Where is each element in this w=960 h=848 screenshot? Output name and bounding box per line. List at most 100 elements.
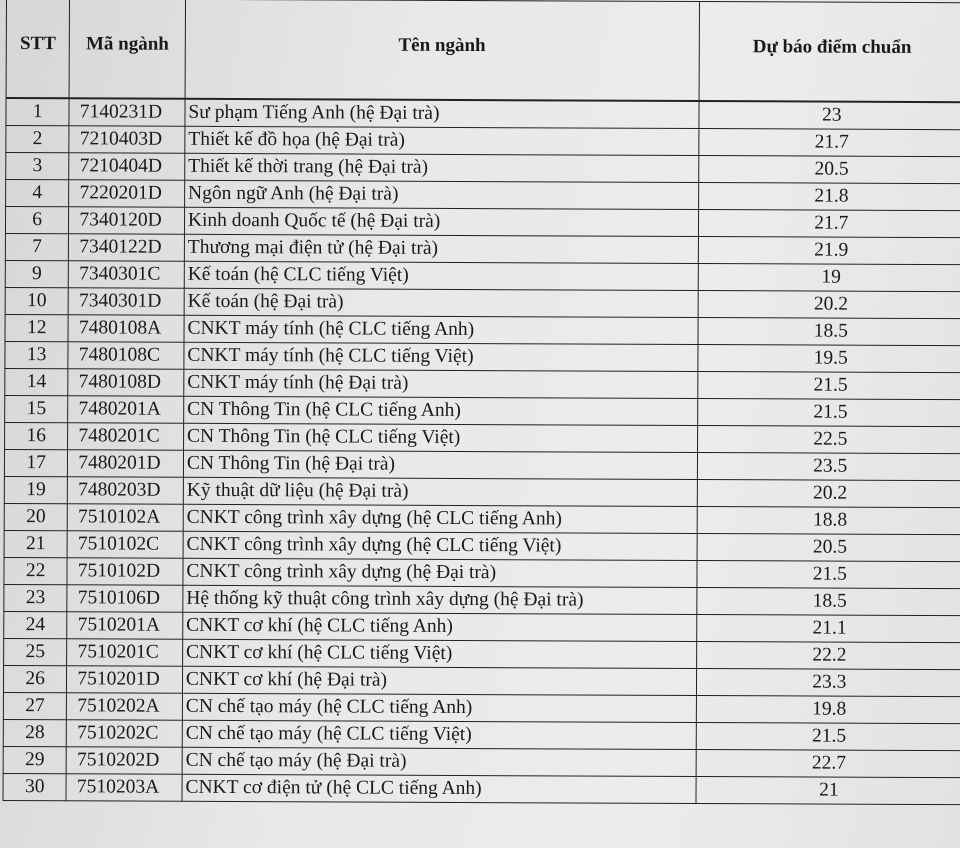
cell-name: CNKT cơ điện tử (hệ CLC tiếng Anh): [181, 774, 696, 804]
table-row: 15 7480201A CN Thông Tin (hệ CLC tiếng Anh…: [4, 395, 960, 427]
cell-code: 7510201A: [67, 611, 183, 640]
cell-score: 20.5: [696, 533, 960, 562]
cell-name: CN Thông Tin (hệ Đại trà): [183, 450, 698, 480]
cell-name: CNKT cơ khí (hệ CLC tiếng Anh): [182, 612, 697, 642]
cell-name: CNKT cơ khí (hệ CLC tiếng Việt): [182, 639, 697, 669]
cell-score: 19: [697, 263, 960, 292]
cell-code: 7510106D: [67, 584, 183, 613]
cell-stt: 15: [4, 395, 69, 423]
table-row: 19 7480203D Kỹ thuật dữ liệu (hệ Đại trà) 2…: [4, 476, 960, 508]
cell-score: 18.8: [696, 506, 960, 535]
table-row: 7 7340122D Thương mại điện tử (hệ Đại trà)…: [5, 233, 960, 265]
cell-code: 7510202C: [66, 719, 183, 748]
cell-score: 21.5: [697, 371, 960, 400]
cell-name: CNKT công trình xây dựng (hệ CLC tiếng V…: [182, 531, 697, 561]
cell-name: Kế toán (hệ Đại trà): [184, 288, 698, 318]
table-row: 16 7480201C CN Thông Tin (hệ CLC tiếng Việ…: [4, 422, 960, 454]
cell-name: CN Thông Tin (hệ CLC tiếng Anh): [183, 396, 698, 426]
cell-code: 7220201D: [68, 179, 185, 208]
cell-stt: 27: [3, 692, 67, 720]
cell-stt: 23: [3, 584, 68, 612]
table-row: 30 7510203A CNKT cơ điện tử (hệ CLC tiếng …: [2, 773, 960, 805]
table-header-row: STT Mã ngành Tên ngành Dự báo điểm chuẩn: [6, 0, 960, 103]
table-row: 3 7210404D Thiết kế thời trang (hệ Đại trà…: [5, 152, 960, 184]
cell-name: Kỹ thuật dữ liệu (hệ Đại trà): [183, 477, 697, 507]
header-score: Dự báo điểm chuẩn: [698, 1, 960, 103]
cell-name: CNKT máy tính (hệ CLC tiếng Anh): [183, 315, 698, 345]
cell-stt: 25: [3, 638, 68, 666]
table-row: 29 7510202D CN chế tạo máy (hệ Đại trà) 22.…: [3, 746, 960, 778]
cell-score: 19.5: [697, 344, 960, 373]
cell-score: 23.5: [696, 452, 960, 481]
header-name: Tên ngành: [184, 0, 700, 102]
cell-code: 7510102C: [67, 530, 184, 559]
cell-name: CN chế tạo máy (hệ CLC tiếng Anh): [182, 693, 697, 723]
cell-score: 20.5: [698, 155, 960, 184]
cell-name: Thiết kế thời trang (hệ Đại trà): [184, 153, 699, 183]
cell-code: 7510201C: [66, 638, 183, 667]
cell-code: 7480108C: [68, 341, 184, 370]
cell-score: 22.5: [697, 425, 960, 454]
table-row: 9 7340301C Kế toán (hệ CLC tiếng Việt) 19: [5, 260, 960, 292]
cell-name: CNKT máy tính (hệ CLC tiếng Việt): [183, 342, 698, 372]
cell-stt: 2: [5, 125, 70, 153]
cell-score: 21.1: [696, 614, 960, 643]
cell-score: 21.9: [697, 236, 960, 265]
cell-name: Hệ thống kỹ thuật công trình xây dựng (h…: [182, 585, 697, 615]
benchmark-score-table: STT Mã ngành Tên ngành Dự báo điểm chuẩn…: [2, 0, 960, 805]
table-row: 24 7510201A CNKT cơ khí (hệ CLC tiếng Anh)…: [3, 611, 960, 643]
cell-stt: 7: [5, 233, 69, 261]
cell-code: 7510202D: [66, 746, 183, 775]
cell-code: 7480108D: [68, 368, 184, 397]
cell-code: 7340122D: [68, 233, 185, 262]
cell-stt: 17: [4, 449, 68, 477]
cell-name: Thương mại điện tử (hệ Đại trà): [184, 234, 699, 264]
table-row: 14 7480108D CNKT máy tính (hệ Đại trà) 21.5: [4, 368, 960, 400]
cell-score: 22.7: [695, 749, 960, 778]
cell-score: 18.5: [697, 317, 960, 346]
header-code: Mã ngành: [69, 0, 186, 99]
cell-stt: 4: [5, 179, 70, 207]
cell-score: 21.5: [695, 722, 960, 751]
cell-stt: 19: [4, 476, 68, 504]
cell-name: CN chế tạo máy (hệ CLC tiếng Việt): [182, 720, 696, 750]
cell-code: 7510102A: [67, 503, 184, 532]
cell-stt: 30: [2, 773, 67, 801]
table-row: 12 7480108A CNKT máy tính (hệ CLC tiếng An…: [5, 314, 960, 346]
cell-stt: 26: [3, 665, 67, 693]
cell-name: Thiết kế đồ họa (hệ Đại trà): [184, 126, 699, 156]
cell-score: 20.2: [697, 290, 960, 319]
table-row: 26 7510201D CNKT cơ khí (hệ Đại trà) 23.3: [3, 665, 960, 697]
cell-stt: 6: [5, 206, 69, 234]
cell-stt: 1: [5, 98, 70, 126]
cell-code: 7340301D: [68, 287, 185, 316]
cell-name: CN chế tạo máy (hệ Đại trà): [182, 747, 696, 777]
cell-name: CN Thông Tin (hệ CLC tiếng Việt): [183, 423, 698, 453]
cell-stt: 28: [3, 719, 67, 747]
cell-stt: 22: [3, 557, 68, 585]
cell-code: 7480201A: [67, 395, 184, 424]
table-row: 6 7340120D Kinh doanh Quốc tế (hệ Đại trà)…: [5, 206, 960, 238]
table-body: 1 7140231D Sư phạm Tiếng Anh (hệ Đại trà) 2…: [2, 98, 960, 805]
table-row: 27 7510202A CN chế tạo máy (hệ CLC tiếng A…: [3, 692, 960, 724]
cell-score: 21.7: [698, 128, 960, 157]
cell-stt: 29: [3, 746, 67, 774]
cell-code: 7510203A: [66, 773, 183, 802]
cell-stt: 16: [4, 422, 68, 450]
cell-code: 7510201D: [66, 665, 183, 694]
cell-score: 22.2: [696, 641, 960, 670]
cell-code: 7210404D: [69, 152, 185, 181]
header-stt: STT: [6, 0, 70, 99]
cell-name: CNKT công trình xây dựng (hệ CLC tiếng A…: [183, 504, 697, 534]
cell-score: 18.5: [696, 587, 960, 616]
table-row: 2 7210403D Thiết kế đồ họa (hệ Đại trà) 21.…: [5, 125, 960, 157]
cell-code: 7480201C: [67, 422, 184, 451]
cell-stt: 24: [3, 611, 68, 639]
cell-score: 21.5: [696, 560, 960, 589]
cell-name: Kinh doanh Quốc tế (hệ Đại trà): [184, 207, 699, 237]
cell-score: 20.2: [696, 479, 960, 508]
table-row: 17 7480201D CN Thông Tin (hệ Đại trà) 23.5: [4, 449, 960, 481]
table-row: 28 7510202C CN chế tạo máy (hệ CLC tiếng V…: [3, 719, 960, 751]
cell-stt: 12: [5, 314, 69, 342]
cell-stt: 20: [4, 503, 68, 531]
